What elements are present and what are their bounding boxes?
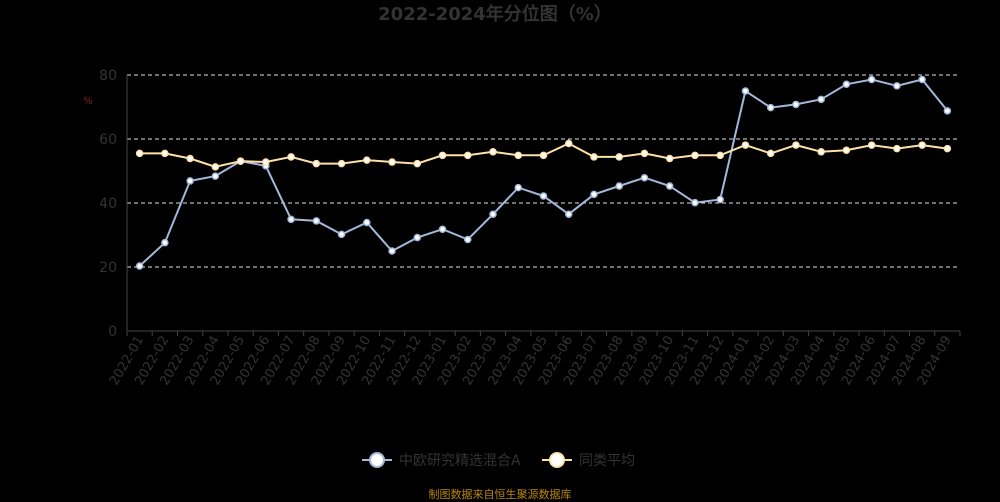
chart-title: 2022-2024年分位图（%） — [378, 3, 612, 25]
data-point[interactable] — [817, 148, 825, 156]
data-point[interactable] — [161, 238, 169, 247]
data-point[interactable] — [893, 82, 901, 90]
data-point[interactable] — [287, 153, 295, 161]
y-tick-labels: 0 20 40 60 80 — [99, 68, 117, 340]
data-point[interactable] — [918, 75, 926, 84]
y-tick-label: 0 — [108, 324, 117, 340]
legend-marker — [549, 452, 565, 468]
data-point[interactable] — [262, 158, 270, 166]
data-point[interactable] — [792, 100, 800, 109]
data-point[interactable] — [287, 215, 295, 224]
legend[interactable]: 中欧研究精选混合A 同类平均 — [362, 452, 635, 469]
data-point[interactable] — [943, 144, 952, 153]
data-point[interactable] — [792, 141, 800, 149]
data-point[interactable] — [514, 151, 523, 160]
data-point[interactable] — [438, 151, 447, 160]
series-line — [138, 78, 949, 267]
data-point[interactable] — [413, 159, 422, 168]
data-point[interactable] — [312, 217, 321, 225]
legend-item-1[interactable]: 中欧研究精选混合A — [362, 452, 521, 469]
data-point[interactable] — [842, 146, 851, 154]
data-point[interactable] — [539, 151, 548, 160]
data-point[interactable] — [741, 141, 750, 149]
data-point[interactable] — [766, 149, 775, 158]
data-point[interactable] — [186, 177, 194, 185]
data-point[interactable] — [464, 151, 472, 160]
y-tick-label: 60 — [99, 132, 117, 148]
y-axis-unit: % — [83, 96, 93, 107]
data-point[interactable] — [766, 103, 775, 112]
legend-marker — [369, 452, 385, 468]
data-point[interactable] — [867, 75, 876, 84]
data-point[interactable] — [615, 182, 623, 190]
series-layer — [135, 75, 952, 270]
data-point[interactable] — [564, 139, 573, 148]
axes — [126, 75, 961, 336]
data-point[interactable] — [337, 230, 346, 239]
series-1 — [135, 75, 952, 270]
data-point[interactable] — [489, 210, 497, 218]
data-point[interactable] — [893, 144, 901, 153]
data-point[interactable] — [211, 163, 220, 171]
y-tick-label: 40 — [99, 196, 117, 212]
source-note: 制图数据来自恒生聚源数据库 — [428, 488, 572, 501]
series-2 — [135, 139, 952, 171]
data-point[interactable] — [363, 156, 371, 164]
data-point[interactable] — [817, 95, 825, 104]
y-tick-label: 20 — [99, 260, 117, 276]
legend-label: 中欧研究精选混合A — [399, 453, 521, 469]
x-tick-labels: 2022-012022-022022-032022-042022-052022-… — [107, 333, 955, 388]
legend-item-2[interactable]: 同类平均 — [542, 452, 635, 469]
data-point[interactable] — [388, 247, 396, 255]
data-point[interactable] — [161, 149, 169, 158]
data-point[interactable] — [438, 225, 447, 233]
data-point[interactable] — [337, 159, 346, 168]
data-point[interactable] — [640, 149, 649, 158]
data-point[interactable] — [640, 173, 649, 182]
data-point[interactable] — [716, 151, 724, 160]
data-point[interactable] — [842, 80, 851, 89]
data-point[interactable] — [564, 210, 573, 218]
grid-lines — [127, 74, 960, 268]
data-point[interactable] — [489, 148, 497, 156]
data-point[interactable] — [867, 141, 876, 149]
data-point[interactable] — [135, 262, 144, 270]
data-point[interactable] — [716, 195, 724, 204]
data-point[interactable] — [363, 218, 371, 227]
data-point[interactable] — [665, 154, 674, 163]
data-point[interactable] — [539, 192, 548, 200]
data-point[interactable] — [514, 183, 523, 192]
data-point[interactable] — [691, 198, 699, 207]
data-point[interactable] — [186, 154, 194, 163]
data-point[interactable] — [691, 151, 699, 160]
y-tick-label: 80 — [99, 68, 117, 84]
data-point[interactable] — [312, 159, 321, 168]
data-point[interactable] — [741, 87, 750, 95]
data-point[interactable] — [665, 182, 674, 190]
data-point[interactable] — [464, 235, 472, 244]
legend-label: 同类平均 — [579, 453, 635, 469]
data-point[interactable] — [590, 153, 598, 161]
data-point[interactable] — [388, 158, 396, 166]
data-point[interactable] — [918, 141, 926, 149]
data-point[interactable] — [590, 190, 598, 199]
data-point[interactable] — [211, 172, 220, 180]
data-point[interactable] — [135, 149, 144, 158]
data-point[interactable] — [236, 157, 245, 165]
data-point[interactable] — [413, 233, 422, 242]
data-point[interactable] — [943, 107, 952, 115]
data-point[interactable] — [615, 153, 623, 161]
